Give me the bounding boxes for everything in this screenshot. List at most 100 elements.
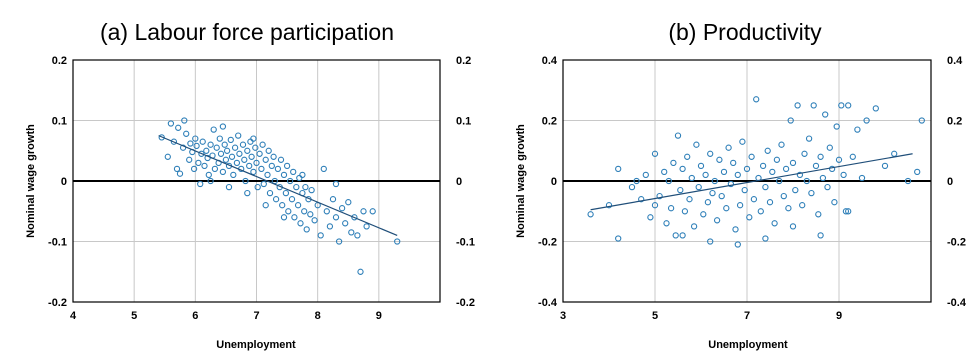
data-point	[716, 156, 723, 163]
data-point	[283, 162, 291, 170]
data-point	[824, 183, 831, 191]
data-point	[250, 135, 257, 142]
data-point	[320, 165, 327, 173]
data-point	[686, 196, 693, 203]
data-point	[242, 177, 249, 185]
data-point	[734, 171, 741, 179]
data-point	[235, 132, 242, 139]
y-tick-label-right: 0.1	[456, 116, 471, 128]
data-point	[265, 147, 272, 154]
data-point	[175, 124, 182, 131]
trendline	[590, 153, 913, 211]
y-tick-label-right: 0.4	[947, 55, 963, 67]
data-point	[272, 196, 280, 203]
chart-title: (a) Labour force participation	[100, 19, 394, 45]
data-point	[270, 153, 277, 160]
y-tick-label-right: 0.2	[947, 116, 962, 128]
data-point	[723, 205, 730, 212]
data-point	[746, 214, 753, 221]
data-point	[279, 202, 286, 209]
data-point	[252, 144, 259, 151]
data-point	[216, 135, 223, 142]
data-point	[210, 126, 217, 133]
data-point	[357, 268, 364, 275]
data-point	[858, 174, 866, 182]
y-tick-label-right: -0.1	[456, 237, 475, 249]
data-point	[679, 232, 686, 239]
data-point	[732, 226, 739, 233]
data-point	[736, 202, 744, 209]
data-point	[228, 153, 236, 160]
y-tick-label-left: 0.4	[542, 55, 558, 67]
data-point	[230, 171, 237, 179]
data-point	[792, 186, 799, 194]
data-point	[838, 102, 845, 109]
data-point	[246, 162, 253, 170]
data-point	[274, 165, 282, 173]
data-point	[796, 171, 804, 179]
data-point	[262, 156, 269, 163]
data-point	[615, 235, 622, 242]
y-tick-label-left: 0.2	[542, 116, 557, 128]
data-point	[219, 168, 227, 176]
data-point	[762, 235, 769, 242]
data-point	[831, 199, 838, 206]
data-point	[241, 156, 248, 163]
data-point	[236, 150, 243, 157]
data-point	[222, 156, 230, 163]
y-tick-label-left: -0.4	[538, 297, 558, 309]
x-tick-label: 9	[376, 310, 382, 322]
data-point	[394, 238, 401, 245]
data-point	[326, 223, 334, 230]
data-point	[750, 196, 758, 203]
y-tick-label-right: 0.2	[456, 55, 471, 67]
data-point	[299, 171, 306, 179]
data-point	[771, 220, 778, 227]
data-point	[787, 117, 794, 124]
data-point	[244, 147, 251, 154]
data-point	[651, 150, 659, 157]
data-point	[317, 232, 324, 239]
data-point	[335, 238, 343, 245]
data-point	[262, 202, 269, 209]
data-point	[638, 196, 645, 203]
data-point	[789, 223, 797, 230]
data-point	[193, 142, 200, 150]
data-point	[217, 150, 225, 157]
data-point	[181, 117, 188, 124]
data-point	[186, 156, 193, 163]
x-tick-label: 7	[744, 310, 750, 322]
data-point	[259, 141, 266, 148]
data-point	[167, 120, 175, 127]
data-point	[203, 147, 210, 154]
data-point	[681, 208, 689, 215]
data-point	[759, 162, 767, 170]
data-point	[707, 150, 714, 157]
data-point	[677, 186, 684, 194]
data-point	[663, 220, 670, 227]
data-point	[741, 186, 748, 194]
data-point	[308, 186, 315, 194]
data-point	[810, 102, 817, 109]
data-point	[363, 223, 370, 230]
x-axis-label: Unemployment	[216, 339, 296, 351]
data-point	[280, 214, 288, 221]
data-point	[348, 229, 355, 236]
data-point	[239, 141, 247, 148]
data-point	[720, 168, 728, 176]
data-point	[183, 130, 190, 137]
data-point	[881, 162, 889, 170]
data-point	[688, 174, 695, 182]
data-point	[268, 162, 275, 170]
data-point	[233, 159, 241, 167]
data-point	[307, 211, 314, 218]
data-point	[697, 162, 705, 170]
data-point	[296, 174, 303, 182]
data-point	[221, 141, 228, 148]
data-point	[713, 217, 721, 224]
data-point	[223, 147, 231, 154]
y-tick-label-right: -0.4	[947, 297, 967, 309]
y-axis-label: Nominal wage growth	[25, 124, 37, 238]
y-tick-label-right: 0	[947, 176, 953, 188]
